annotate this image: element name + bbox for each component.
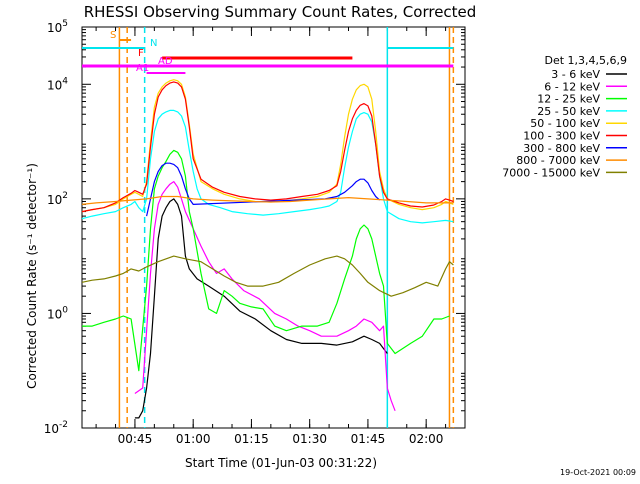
series-lines: [81, 79, 454, 419]
y-tick-label: 102: [47, 191, 68, 207]
y-tick-exponent: 2: [62, 191, 68, 201]
plot-border: [81, 26, 466, 429]
series-line-s12_25: [82, 149, 450, 372]
series-line-s3_6: [134, 198, 388, 419]
legend-title: Det 1,3,4,5,6,9: [544, 54, 627, 67]
y-tick-exponent: -2: [59, 420, 68, 430]
y-tick-base: 10: [47, 21, 62, 35]
y-tick-label: 10-2: [44, 420, 68, 436]
y-tick-label: 105: [47, 19, 68, 35]
plot-frame: [81, 26, 466, 429]
x-tick-label: 01:15: [234, 432, 269, 446]
y-axis-label: Corrected Count Rate (s⁻¹ detector⁻¹): [25, 163, 39, 389]
attenuator-flags: S NF AD A1: [82, 30, 454, 74]
y-tick-exponent: 4: [62, 76, 68, 86]
x-axis-label: Start Time (01-Jun-03 00:31:22): [185, 456, 377, 470]
chart-title: RHESSI Observing Summary Count Rates, Co…: [84, 3, 477, 21]
series-line-s800_7000: [81, 195, 454, 205]
series-line-s100_300: [81, 81, 454, 213]
y-tick-exponent: 5: [62, 19, 68, 29]
legend-entry: 6 - 12 keV: [544, 80, 600, 93]
legend-entry: 800 - 7000 keV: [516, 154, 600, 167]
legend-entry: 7000 - 15000 keV: [502, 166, 600, 179]
x-tick-label: 01:00: [176, 432, 211, 446]
flag-label-s: S: [110, 30, 116, 41]
legend-entry: 50 - 100 keV: [530, 117, 600, 130]
flag-label-n: N: [150, 38, 157, 49]
y-tick-base: 10: [47, 193, 62, 207]
series-line-s7000_15000: [81, 255, 454, 297]
x-tick-label: 02:00: [409, 432, 444, 446]
date-stamp: 19-Oct-2021 00:09: [560, 468, 636, 477]
x-tick-label: 01:45: [351, 432, 386, 446]
legend-entry: 12 - 25 keV: [537, 93, 600, 106]
legend-entry: 100 - 300 keV: [523, 130, 600, 143]
y-tick-base: 10: [47, 307, 62, 321]
x-tick-label: 01:30: [292, 432, 327, 446]
y-tick-base: 10: [47, 78, 62, 92]
legend-entry: 25 - 50 keV: [537, 105, 600, 118]
x-tick-label: 00:45: [118, 432, 153, 446]
legend-entry: 300 - 800 keV: [523, 142, 600, 155]
y-tick-base: 10: [44, 422, 59, 436]
y-tick-label: 100: [47, 305, 68, 321]
y-tick-label: 104: [47, 76, 68, 92]
vertical-markers: [118, 27, 455, 428]
flag-label-a1: A1: [136, 63, 149, 74]
flag-label-ad: AD: [158, 56, 173, 67]
y-tick-exponent: 0: [62, 305, 68, 315]
x-axis: 00:45 01:00 01:15 01:30 01:45 02:00: [95, 27, 466, 446]
legend-entry: 3 - 6 keV: [551, 68, 600, 81]
series-line-s300_800: [146, 162, 381, 217]
flag-label-f: F: [138, 48, 144, 59]
series-line-s25_50: [81, 109, 454, 224]
series-line-s6_12: [134, 181, 396, 412]
